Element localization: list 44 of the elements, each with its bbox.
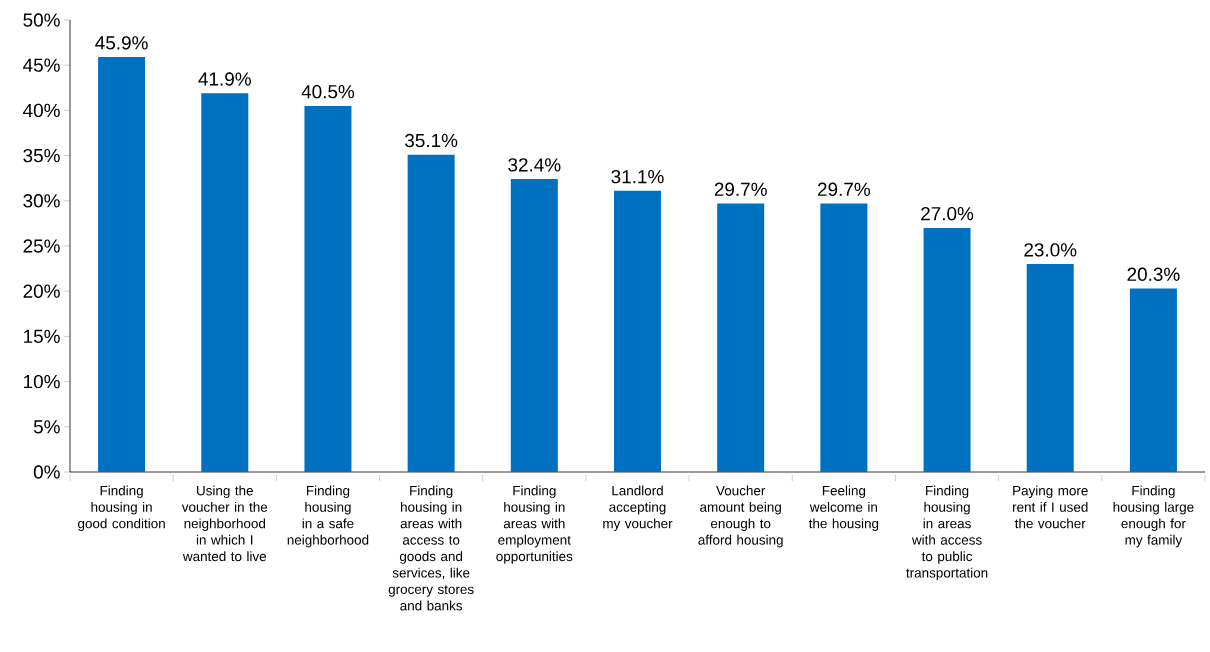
data-label: 29.7%	[714, 182, 767, 196]
bar	[614, 190, 661, 472]
bar	[98, 57, 146, 472]
y-tick-label: 50%	[23, 13, 60, 27]
x-tick-label: Using the voucher in the neighborhood in which I wanted to live	[181, 485, 268, 562]
data-label: 20.3%	[1127, 267, 1180, 281]
x-tick-label: Finding housing in good condition	[78, 485, 165, 531]
data-label: 40.5%	[301, 84, 355, 99]
y-tick-label: 0%	[33, 465, 60, 479]
data-label: 32.4%	[508, 158, 561, 172]
data-label: 27.0%	[921, 207, 974, 221]
data-label: 35.1%	[405, 133, 458, 148]
y-tick-label: 10%	[24, 374, 60, 389]
y-tick-label: 35%	[23, 148, 60, 163]
y-tick-label: 15%	[24, 329, 60, 344]
bar	[1129, 288, 1177, 472]
bar	[510, 179, 558, 472]
x-tick-label: Landlord accepting my voucher	[603, 485, 673, 531]
y-tick-label: 30%	[23, 194, 60, 208]
y-tick-label: 25%	[23, 239, 60, 253]
bar	[717, 203, 765, 472]
bar	[1026, 264, 1074, 472]
x-tick-label: Finding housing large enough for my family	[1113, 485, 1194, 548]
x-tick-label: Voucher amount being enough to afford housing	[698, 485, 783, 548]
bar	[407, 154, 455, 472]
y-tick-label: 40%	[23, 103, 60, 118]
x-tick-label: Finding housing in a safe neighborhood	[287, 485, 369, 548]
y-tick-label: 45%	[23, 58, 60, 72]
bar	[201, 93, 249, 472]
data-label: 45.9%	[95, 36, 148, 50]
y-tick-label: 5%	[33, 420, 60, 434]
bar	[304, 105, 352, 472]
data-label: 31.1%	[611, 169, 664, 184]
data-label: 23.0%	[1024, 243, 1077, 257]
x-tick-label: Feeling welcome in the housing	[808, 485, 879, 531]
x-tick-label: Finding housing in areas with access to goods and services, like grocery stores and banks	[388, 485, 474, 611]
x-tick-label: Finding housing in areas with access to public transportation	[906, 485, 988, 581]
x-tick-label: Finding housing in areas with employment opportunities	[496, 485, 573, 564]
y-tick-label: 20%	[23, 284, 60, 298]
data-label: 29.7%	[817, 182, 871, 196]
x-tick-label: Paying more rent if I used the voucher	[1012, 485, 1088, 529]
bar	[923, 227, 971, 472]
bar	[820, 203, 868, 472]
data-label: 41.9%	[198, 72, 251, 86]
